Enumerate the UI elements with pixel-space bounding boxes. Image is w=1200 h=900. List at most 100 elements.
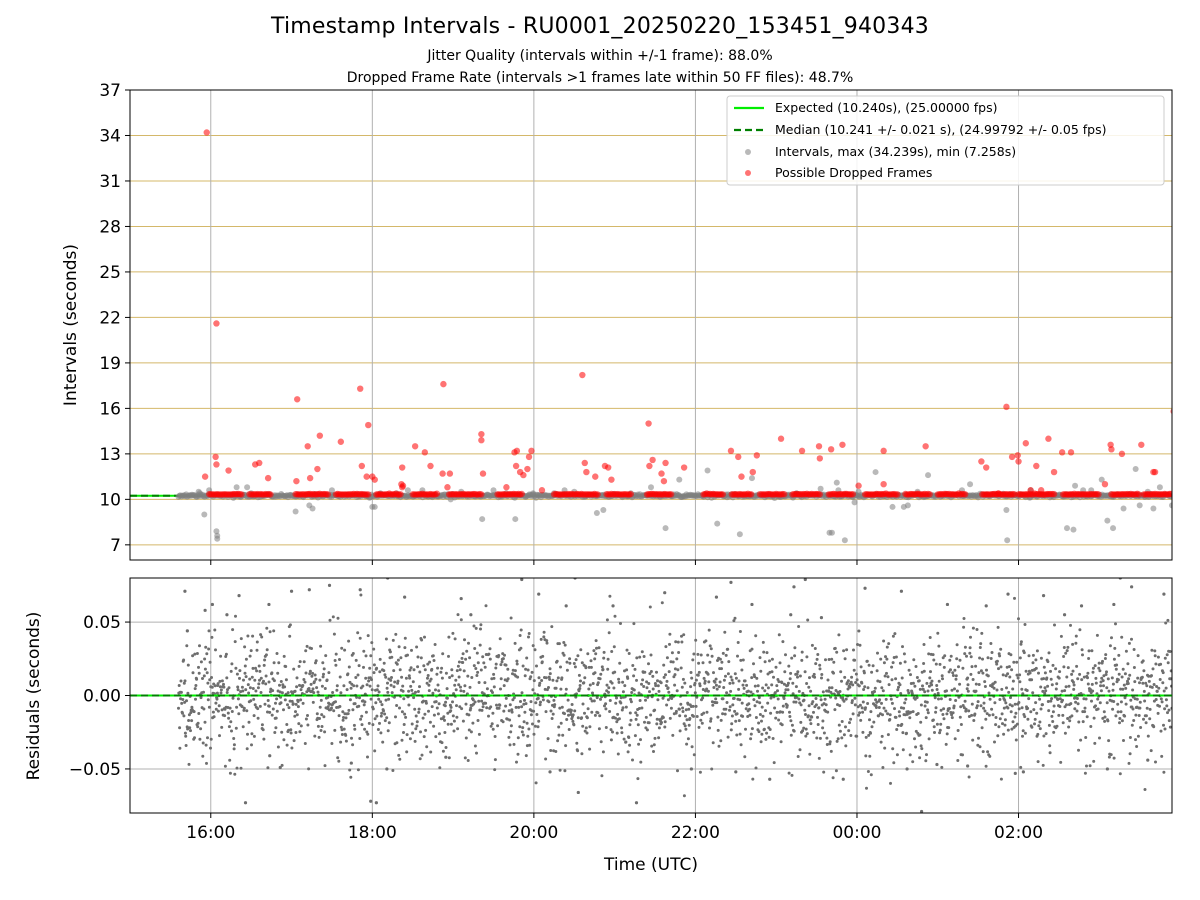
residual-point xyxy=(864,735,868,739)
residual-point xyxy=(719,718,723,722)
residual-point xyxy=(881,689,885,693)
residual-point xyxy=(810,715,814,719)
dropped-frame-point xyxy=(358,462,366,470)
intervals-y-tick-label: 22 xyxy=(99,308,121,328)
residual-point xyxy=(884,655,887,659)
intervals-y-tick-label: 31 xyxy=(99,172,121,192)
residual-point xyxy=(264,653,268,657)
residual-point xyxy=(1010,668,1014,672)
residual-point xyxy=(731,703,735,707)
residual-point xyxy=(262,663,266,667)
residual-point xyxy=(309,682,313,686)
residual-point xyxy=(1102,684,1105,688)
residual-point xyxy=(1158,678,1162,681)
residual-point xyxy=(786,688,790,692)
residual-point xyxy=(431,691,435,695)
residual-point xyxy=(295,685,299,689)
residual-point xyxy=(800,658,804,662)
residual-point xyxy=(319,729,323,732)
residual-point xyxy=(796,675,799,679)
residual-point xyxy=(276,745,280,749)
residual-point xyxy=(307,588,311,592)
residual-point xyxy=(1075,664,1079,668)
residual-point xyxy=(861,730,865,734)
interval-point xyxy=(244,484,251,491)
residual-point xyxy=(761,714,765,718)
residual-point xyxy=(1000,687,1004,691)
residual-point xyxy=(816,723,820,726)
residual-point xyxy=(195,652,199,655)
residual-point xyxy=(336,616,340,620)
residual-point xyxy=(305,690,309,694)
residual-point xyxy=(285,723,289,726)
residual-point xyxy=(327,671,331,675)
residual-point xyxy=(1043,691,1047,695)
residual-point xyxy=(191,654,195,658)
residual-point xyxy=(619,701,623,705)
residual-point xyxy=(338,658,341,661)
residual-point xyxy=(1130,723,1134,727)
residual-point xyxy=(733,672,737,676)
interval-point xyxy=(1150,505,1157,512)
residual-point xyxy=(665,703,669,707)
residual-point xyxy=(1168,650,1172,653)
residual-point xyxy=(559,721,563,725)
residual-point xyxy=(915,676,919,679)
residual-point xyxy=(818,663,822,667)
residual-point xyxy=(629,718,633,722)
residual-point xyxy=(308,672,312,676)
residual-point xyxy=(972,719,976,722)
residual-point xyxy=(1139,726,1143,729)
residual-point xyxy=(306,723,310,727)
residual-point xyxy=(210,635,214,639)
residual-point xyxy=(227,716,231,720)
residual-point xyxy=(772,761,776,765)
residual-point xyxy=(1066,717,1070,720)
residual-point xyxy=(824,658,827,662)
residual-point xyxy=(185,644,189,648)
residual-point xyxy=(320,684,324,688)
residual-point xyxy=(643,670,647,674)
residual-point xyxy=(368,684,372,688)
residual-point xyxy=(750,602,754,607)
residual-point xyxy=(512,696,516,700)
residual-point xyxy=(246,683,250,687)
residual-point xyxy=(777,718,781,722)
residual-point xyxy=(381,740,385,744)
residual-point xyxy=(792,585,796,589)
residual-point xyxy=(507,735,511,739)
residual-point xyxy=(402,697,406,701)
residual-point xyxy=(937,697,940,701)
residual-point xyxy=(548,677,552,681)
residual-point xyxy=(181,698,185,701)
residual-point xyxy=(628,723,632,727)
residual-point xyxy=(1036,732,1040,736)
residual-point xyxy=(789,671,793,675)
residual-point xyxy=(711,741,715,745)
residual-point xyxy=(1015,673,1019,677)
residual-point xyxy=(759,669,763,673)
residual-point xyxy=(509,730,513,734)
residual-point xyxy=(842,699,846,703)
residual-point xyxy=(232,737,236,740)
residual-point xyxy=(981,750,985,754)
residual-point xyxy=(1009,696,1012,700)
residual-point xyxy=(595,646,598,650)
residual-point xyxy=(564,744,568,748)
residual-point xyxy=(1083,771,1087,775)
residual-point xyxy=(728,681,732,685)
residual-point xyxy=(706,689,710,693)
residual-point xyxy=(895,753,899,757)
residual-point xyxy=(650,744,654,748)
residual-point xyxy=(729,689,733,693)
residual-point xyxy=(837,723,841,727)
residual-point xyxy=(1166,661,1170,665)
residual-point xyxy=(634,711,638,715)
residual-point xyxy=(369,799,373,803)
residual-point xyxy=(951,671,955,675)
residual-point xyxy=(986,750,990,754)
intervals-y-tick-label: 28 xyxy=(99,217,121,237)
residual-point xyxy=(678,714,682,718)
residual-point xyxy=(963,645,967,649)
residual-point xyxy=(288,634,292,638)
